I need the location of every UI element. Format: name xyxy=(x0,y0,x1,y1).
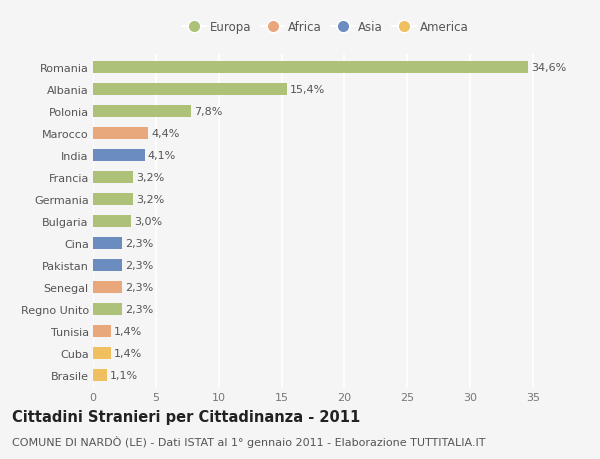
Bar xyxy=(93,259,122,271)
Bar xyxy=(93,215,131,228)
Text: 1,4%: 1,4% xyxy=(114,326,142,336)
Legend: Europa, Africa, Asia, America: Europa, Africa, Asia, America xyxy=(182,21,469,34)
Bar xyxy=(93,128,148,140)
Text: 4,1%: 4,1% xyxy=(148,151,176,161)
Bar xyxy=(93,106,191,118)
Bar xyxy=(93,194,133,206)
Text: 2,3%: 2,3% xyxy=(125,282,153,292)
Text: 2,3%: 2,3% xyxy=(125,238,153,248)
Bar xyxy=(93,325,110,337)
Text: 3,2%: 3,2% xyxy=(136,195,164,205)
Text: 34,6%: 34,6% xyxy=(531,63,566,73)
Text: Cittadini Stranieri per Cittadinanza - 2011: Cittadini Stranieri per Cittadinanza - 2… xyxy=(12,409,360,425)
Bar xyxy=(93,150,145,162)
Bar xyxy=(93,84,287,96)
Text: COMUNE DI NARDÒ (LE) - Dati ISTAT al 1° gennaio 2011 - Elaborazione TUTTITALIA.I: COMUNE DI NARDÒ (LE) - Dati ISTAT al 1° … xyxy=(12,436,485,448)
Bar xyxy=(93,303,122,315)
Bar xyxy=(93,237,122,249)
Text: 4,4%: 4,4% xyxy=(151,129,180,139)
Text: 7,8%: 7,8% xyxy=(194,107,223,117)
Text: 1,1%: 1,1% xyxy=(110,370,138,380)
Bar xyxy=(93,369,107,381)
Bar xyxy=(93,281,122,293)
Text: 2,3%: 2,3% xyxy=(125,260,153,270)
Text: 1,4%: 1,4% xyxy=(114,348,142,358)
Text: 3,2%: 3,2% xyxy=(136,173,164,183)
Text: 15,4%: 15,4% xyxy=(290,85,325,95)
Bar xyxy=(93,347,110,359)
Bar xyxy=(93,62,528,74)
Text: 3,0%: 3,0% xyxy=(134,217,162,226)
Text: 2,3%: 2,3% xyxy=(125,304,153,314)
Bar xyxy=(93,172,133,184)
